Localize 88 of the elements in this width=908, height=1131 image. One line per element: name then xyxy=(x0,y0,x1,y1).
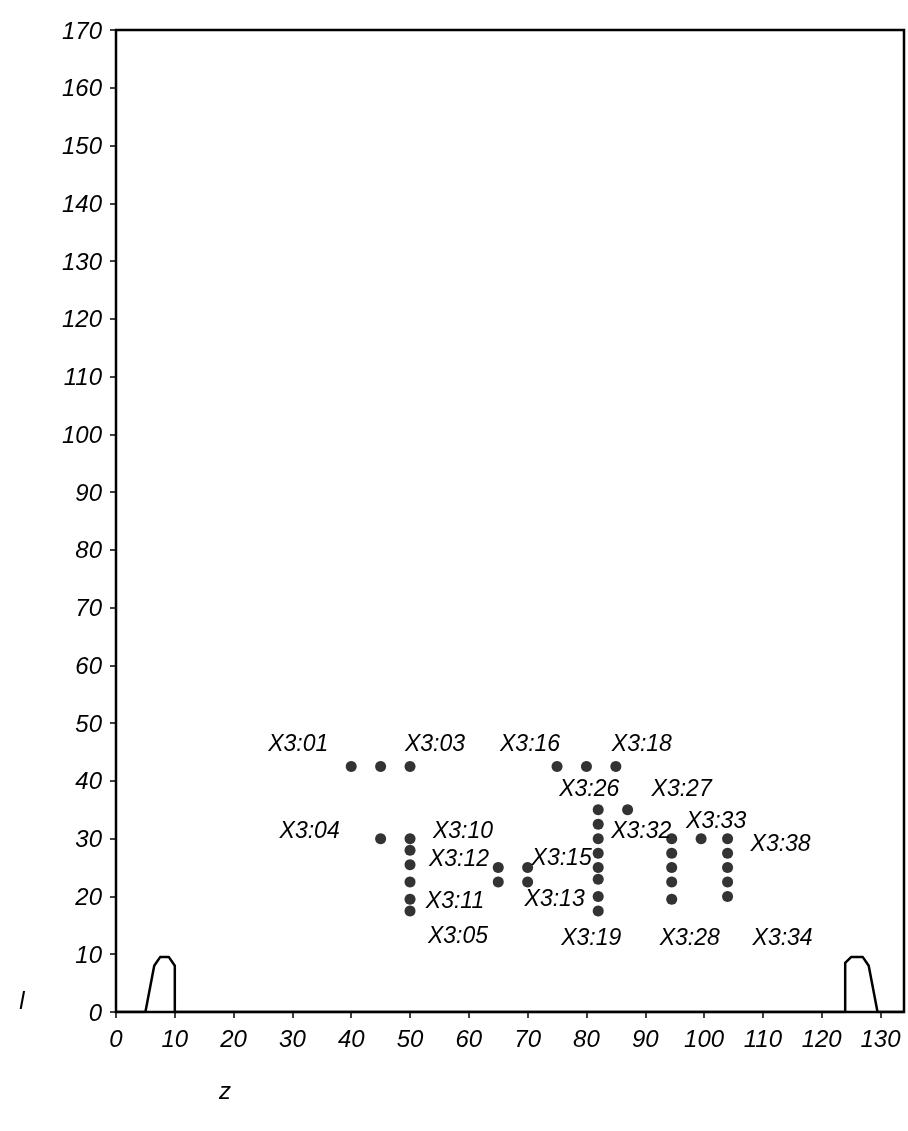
annotation: X3:04 xyxy=(278,816,340,843)
point xyxy=(610,761,622,772)
point xyxy=(722,833,734,845)
annotation: X3:34 xyxy=(751,924,813,951)
point xyxy=(551,761,563,772)
x-tick-label: 120 xyxy=(801,1024,843,1052)
y-tick-label: 10 xyxy=(75,940,103,968)
point xyxy=(492,862,504,874)
point xyxy=(592,818,604,830)
annotation: X3:15 xyxy=(530,843,592,870)
annotation: X3:19 xyxy=(560,923,622,950)
annotation: X3:03 xyxy=(403,729,466,756)
point xyxy=(592,833,604,845)
x-tick-label: 70 xyxy=(514,1024,542,1052)
point xyxy=(375,761,387,772)
point xyxy=(492,876,504,888)
point xyxy=(404,893,416,905)
point xyxy=(592,905,604,917)
point xyxy=(666,862,678,874)
x-tick-label: 10 xyxy=(161,1024,189,1052)
y-tick-label: 140 xyxy=(61,189,103,217)
y-tick-label: 70 xyxy=(75,594,103,622)
x-axis-title: z xyxy=(218,1076,231,1104)
point xyxy=(666,876,678,888)
annotation: X3:10 xyxy=(431,816,494,843)
y-tick-label: 120 xyxy=(61,305,103,333)
annotation: X3:38 xyxy=(749,829,811,856)
annotation: X3:26 xyxy=(558,774,620,801)
point xyxy=(722,890,734,902)
point xyxy=(666,847,678,859)
point xyxy=(404,859,416,871)
y-axis-title: l xyxy=(19,986,26,1014)
point xyxy=(722,862,734,874)
y-tick-label: 150 xyxy=(61,132,103,160)
point xyxy=(580,761,592,772)
x-tick-label: 40 xyxy=(337,1024,366,1052)
y-tick-label: 20 xyxy=(74,882,103,910)
point xyxy=(345,761,357,772)
x-tick-label: 50 xyxy=(396,1024,425,1052)
point xyxy=(592,873,604,885)
y-tick-label: 100 xyxy=(61,420,103,448)
x-tick-label: 60 xyxy=(455,1024,483,1052)
annotation: X3:27 xyxy=(650,774,713,801)
y-tick-label: 80 xyxy=(75,536,103,564)
y-tick-label: 40 xyxy=(75,767,103,795)
x-tick-label: 110 xyxy=(743,1024,783,1052)
y-tick-label: 0 xyxy=(88,998,103,1026)
annotation: X3:11 xyxy=(424,887,485,914)
point xyxy=(522,876,534,888)
point xyxy=(592,804,604,816)
point xyxy=(722,847,734,859)
x-tick-label: 80 xyxy=(573,1024,601,1052)
point xyxy=(695,833,707,845)
y-tick-label: 170 xyxy=(61,16,103,44)
annotation: X3:32 xyxy=(610,817,672,844)
y-tick-label: 130 xyxy=(61,247,103,275)
point xyxy=(404,844,416,856)
y-tick-label: 50 xyxy=(75,709,103,737)
x-tick-label: 90 xyxy=(631,1024,660,1052)
point xyxy=(404,905,416,917)
annotation: X3:16 xyxy=(498,729,561,756)
annotation: X3:05 xyxy=(426,921,489,948)
x-tick-label: 30 xyxy=(279,1024,307,1052)
point xyxy=(592,862,604,874)
point xyxy=(404,833,416,845)
annotation: X3:18 xyxy=(610,729,673,756)
annotation: X3:13 xyxy=(523,885,585,912)
x-tick-label: 100 xyxy=(684,1024,725,1052)
point xyxy=(666,893,678,905)
annotation: X3:33 xyxy=(685,806,747,833)
point xyxy=(404,876,416,888)
point xyxy=(404,761,416,772)
y-tick-label: 60 xyxy=(75,651,103,679)
point xyxy=(375,833,387,845)
x-tick-label: 0 xyxy=(109,1024,124,1052)
y-tick-label: 160 xyxy=(61,74,103,102)
annotation: X3:01 xyxy=(267,729,329,756)
y-tick-label: 90 xyxy=(75,478,103,506)
point xyxy=(592,890,604,902)
annotation: X3:12 xyxy=(427,845,490,872)
x-tick-label: 130 xyxy=(860,1024,902,1052)
point xyxy=(622,804,634,816)
y-tick-label: 30 xyxy=(75,825,103,853)
x-tick-label: 20 xyxy=(219,1024,248,1052)
point xyxy=(592,847,604,859)
y-tick-label: 110 xyxy=(63,363,103,391)
point xyxy=(722,876,734,888)
annotation: X3:28 xyxy=(658,924,720,951)
